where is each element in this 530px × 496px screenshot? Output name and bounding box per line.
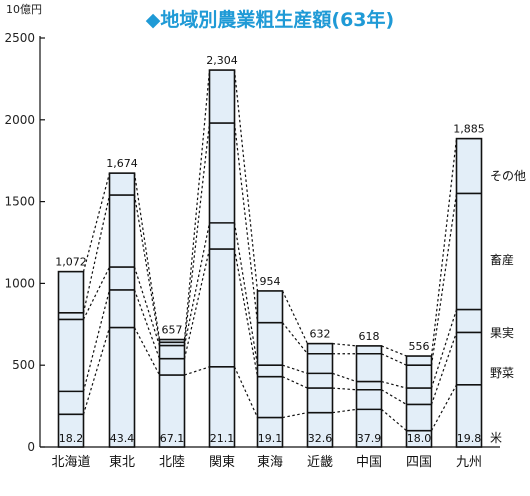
segment-connector — [133, 327, 161, 376]
segment-connector — [381, 389, 407, 405]
segment-connector — [133, 266, 161, 346]
bar-total-label: 618 — [359, 330, 380, 343]
x-tick-label: 九州 — [456, 455, 482, 470]
bar-total-label: 632 — [310, 328, 331, 341]
rice-share-label: 37.9 — [357, 432, 382, 445]
x-tick-label: 四国 — [406, 455, 432, 470]
segment-connector — [282, 322, 308, 355]
x-tick-label: 北海道 — [51, 455, 90, 470]
bar-total-label: 556 — [409, 340, 430, 353]
rice-share-label: 18.2 — [59, 432, 84, 445]
segment-connector — [332, 408, 357, 414]
bars — [57, 69, 483, 448]
x-tick-label: 北陸 — [159, 454, 185, 470]
bar — [405, 355, 433, 448]
connectors — [82, 70, 458, 432]
rice-share-label: 18.0 — [407, 432, 432, 445]
segment-connector — [233, 248, 259, 377]
segment-connector — [332, 372, 357, 383]
segment-connector — [82, 327, 111, 415]
bar — [306, 342, 334, 448]
segment-connector — [82, 172, 111, 272]
segment-connector — [332, 343, 357, 347]
bar-total-label: 1,072 — [55, 256, 87, 269]
segment-connector — [233, 70, 259, 291]
bar — [455, 137, 483, 448]
segment-connector — [282, 364, 308, 374]
y-tick-label: 500 — [12, 358, 35, 372]
bar — [256, 290, 284, 448]
segment-connector — [381, 380, 407, 389]
segment-connector — [282, 376, 308, 389]
legend: 米 野菜 果実 畜産 その他 — [490, 169, 526, 445]
segment-connector — [233, 366, 259, 418]
segment-connector — [133, 194, 161, 343]
rice-share-label: 43.4 — [110, 432, 135, 445]
segment-connector — [282, 412, 308, 419]
rice-share-label: 19.1 — [258, 432, 283, 445]
rice-share-label: 21.1 — [210, 432, 235, 445]
segment-connector — [233, 123, 259, 323]
segment-connector — [381, 408, 407, 432]
y-tick-label: 1000 — [4, 276, 35, 290]
segment-connector — [183, 248, 211, 359]
bar — [208, 69, 236, 448]
x-tick-label: 関東 — [209, 454, 235, 470]
segment-connector — [430, 384, 458, 431]
x-tick-label: 中国 — [356, 455, 382, 470]
rice-share-label: 32.6 — [308, 432, 333, 445]
segment-connector — [233, 222, 259, 366]
segment-connector — [183, 123, 211, 343]
bar-total-label: 2,304 — [206, 54, 238, 67]
legend-label: 米 — [490, 431, 502, 445]
bar-total-label: 657 — [162, 324, 183, 337]
segment-connector — [184, 366, 210, 376]
y-tick-label: 2000 — [4, 113, 35, 127]
bar — [355, 345, 383, 448]
segment-connector — [430, 309, 458, 389]
segment-connector — [332, 387, 357, 391]
y-tick-label: 2500 — [4, 31, 35, 45]
y-tick-label: 0 — [27, 440, 35, 454]
y-axis-unit: 10億円 — [6, 3, 42, 16]
bar-total-label: 1,674 — [106, 157, 138, 170]
legend-label: 畜産 — [490, 252, 514, 267]
rice-share-label: 67.1 — [160, 432, 185, 445]
bar — [108, 172, 136, 448]
segment-connector — [430, 138, 458, 357]
legend-label: その他 — [490, 169, 526, 183]
data-labels: 1,072 18.2 北海道 1,674 43.4 東北 657 67.1 北陸 2,304 21.… — [51, 54, 484, 470]
segment-connector — [430, 193, 458, 366]
chart-title: ◆地域別農業粗生産額(63年) — [146, 8, 394, 31]
legend-label: 野菜 — [490, 366, 514, 380]
segment-connector — [281, 290, 309, 344]
segment-connector — [183, 70, 211, 340]
bar — [158, 338, 186, 448]
segment-connector — [133, 289, 161, 359]
x-tick-label: 近畿 — [307, 455, 333, 470]
rice-share-label: 19.8 — [457, 432, 482, 445]
bar-total-label: 1,885 — [453, 123, 485, 136]
segment-connector — [133, 173, 161, 340]
segment-connector — [82, 194, 111, 313]
segment-connector — [82, 289, 111, 392]
legend-label: 果実 — [490, 325, 514, 340]
bar-total-label: 954 — [260, 275, 281, 288]
segment-connector — [183, 222, 211, 346]
segment-connector — [381, 353, 407, 366]
x-tick-label: 東北 — [109, 454, 135, 470]
bar — [57, 270, 85, 448]
y-ticks: 0 500 1000 1500 2000 2500 — [4, 31, 45, 454]
segment-connector — [381, 345, 407, 357]
y-tick-label: 1500 — [4, 195, 35, 209]
x-tick-label: 東海 — [257, 454, 283, 470]
